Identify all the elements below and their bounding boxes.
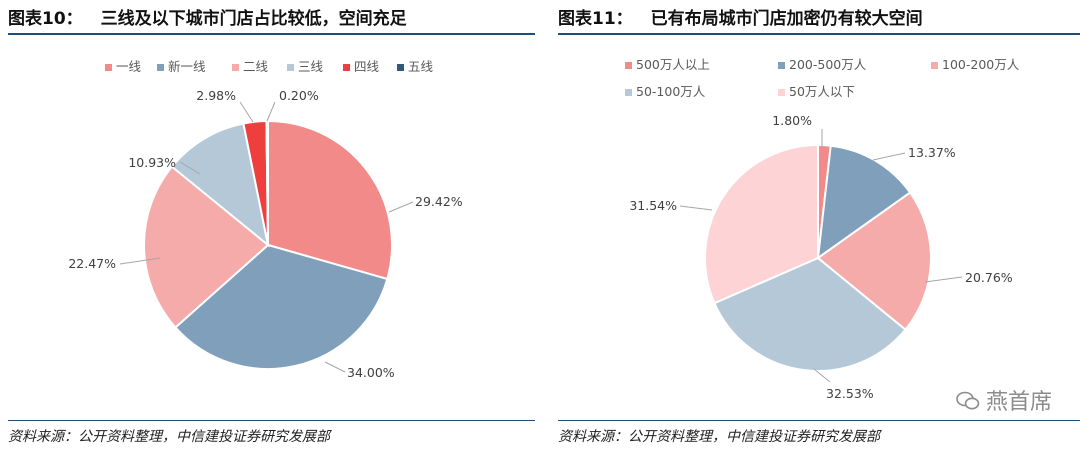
bottom-rule — [8, 420, 535, 421]
population-legend-swatch — [778, 89, 785, 96]
tier-legend-swatch — [343, 64, 350, 71]
tier-legend-label: 一线 — [116, 59, 142, 74]
population-legend-swatch — [931, 62, 938, 69]
tier-legend-swatch — [157, 64, 164, 71]
population-data-label: 1.80% — [772, 113, 812, 128]
top-rule — [8, 33, 535, 35]
figure-11-title-text: 已有布局城市门店加密仍有较大空间 — [650, 9, 923, 29]
population-data-label: 13.37% — [908, 145, 956, 160]
population-slice — [816, 191, 932, 332]
population-data-label: 31.54% — [629, 198, 677, 213]
figure-11-source: 资料来源：公开资料整理，中信建投证券研究发展部 — [558, 429, 880, 445]
city-tier-pie-chart: 一线 新一线 二线 三线 四线 五线 29.42% 34.00% 22.47% 10.93% 2.9… — [68, 59, 463, 380]
tier-legend-swatch — [287, 64, 294, 71]
tier-legend-label: 三线 — [298, 59, 324, 74]
population-leader-line — [679, 205, 713, 211]
tier-data-label: 34.00% — [347, 365, 395, 380]
population-legend-label: 200-500万人 — [789, 57, 867, 72]
top-rule — [558, 33, 1080, 35]
population-legend-swatch — [625, 89, 632, 96]
population-legend-swatch — [625, 62, 632, 69]
tier-leader-line — [266, 101, 276, 122]
tier-data-label: 0.20% — [279, 88, 319, 103]
population-data-label: 32.53% — [826, 386, 874, 401]
bottom-rule — [558, 420, 1080, 421]
tier-slice — [267, 119, 393, 281]
tier-data-label: 29.42% — [415, 194, 463, 209]
wechat-icon — [956, 391, 980, 411]
tier-slice — [173, 243, 389, 370]
figure-11-panel: 图表11： 已有布局城市门店加密仍有较大空间 500万人以上 200-500万人 10… — [550, 0, 1080, 451]
tier-leader-line — [119, 257, 161, 265]
tier-legend-swatch — [397, 64, 404, 71]
tier-leader-line — [239, 101, 254, 123]
watermark-text: 燕首席 — [985, 390, 1052, 415]
tier-slice — [170, 122, 270, 248]
population-leader-line — [872, 152, 906, 161]
tier-legend-label: 二线 — [243, 59, 269, 74]
figure-10-panel: 图表10： 三线及以下城市门店占比较低，空间充足 一线 新一线 二线 三线 四线 五线 29.… — [0, 0, 535, 451]
population-legend-label: 50-100万人 — [636, 84, 706, 99]
tier-slice — [143, 165, 270, 329]
population-slice — [704, 143, 819, 305]
tier-leader-line — [388, 201, 414, 213]
tier-data-label: 22.47% — [68, 256, 116, 271]
population-legend-label: 50万人以下 — [789, 84, 855, 99]
population-legend-swatch — [778, 62, 785, 69]
population-leader-line — [924, 276, 963, 283]
tier-legend-swatch — [105, 64, 112, 71]
tier-data-label: 2.98% — [196, 88, 236, 103]
watermark: 燕首席 — [956, 384, 1052, 416]
population-leader-line — [813, 368, 831, 383]
figure-10-number: 图表10： — [8, 9, 83, 29]
population-legend-label: 100-200万人 — [942, 57, 1020, 72]
tier-data-label: 10.93% — [128, 155, 176, 170]
city-population-pie-chart: 500万人以上 200-500万人 100-200万人 50-100万人 50万人以下 1… — [625, 57, 1020, 401]
figure-10-title: 图表10： 三线及以下城市门店占比较低，空间充足 — [8, 4, 407, 29]
tier-leader-line — [324, 361, 346, 373]
tier-legend-label: 新一线 — [168, 59, 206, 74]
population-slice — [816, 144, 912, 261]
tier-legend-label: 四线 — [354, 59, 380, 74]
tier-legend-swatch — [232, 64, 239, 71]
tier-legend-label: 五线 — [408, 59, 434, 74]
tier-leader-line — [179, 161, 201, 175]
figure-11-number: 图表11： — [558, 9, 633, 29]
figure-10-source: 资料来源：公开资料整理，中信建投证券研究发展部 — [8, 429, 330, 445]
figure-10-title-text: 三线及以下城市门店占比较低，空间充足 — [100, 9, 407, 29]
figure-11-title: 图表11： 已有布局城市门店加密仍有较大空间 — [558, 4, 923, 29]
population-data-label: 20.76% — [965, 270, 1013, 285]
population-legend-label: 500万人以上 — [636, 57, 710, 72]
population-slice — [713, 256, 907, 372]
